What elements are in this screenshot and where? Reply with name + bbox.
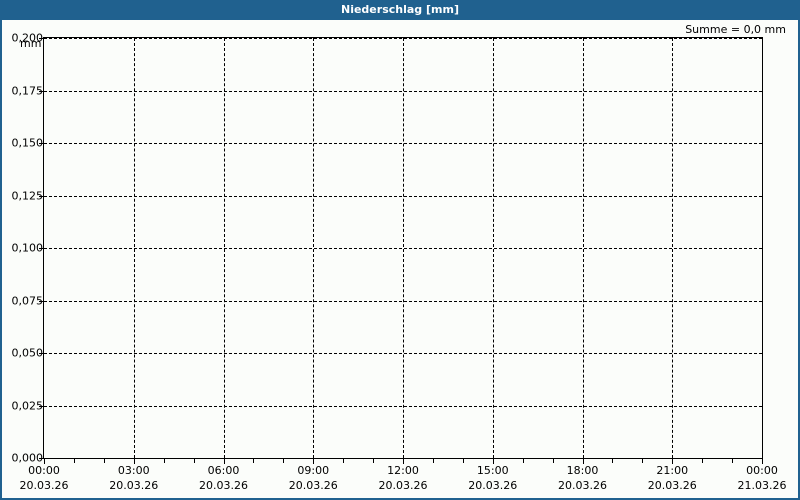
x-axis-tick-time: 18:00 <box>566 464 599 477</box>
x-axis-tick-time: 21:00 <box>656 464 689 477</box>
y-axis-tick-label: 0,175 <box>11 84 44 97</box>
x-axis-tick-date: 20.03.26 <box>199 479 248 492</box>
y-axis-tick-mark <box>39 405 43 407</box>
y-axis-tick-label: 0,075 <box>11 294 44 307</box>
x-axis-tick-date: 20.03.26 <box>288 479 338 492</box>
x-axis-major-tick-mark <box>762 459 763 464</box>
x-axis-minor-tick-mark <box>283 459 285 463</box>
y-axis-tick-label: 0,125 <box>11 189 44 202</box>
x-axis-major-tick-mark <box>672 459 674 464</box>
x-axis-tick-label: 15:00 20.03.26 <box>448 463 538 493</box>
y-axis-tick-mark <box>39 248 43 249</box>
x-axis-tick-time: 03:00 <box>117 464 150 477</box>
x-axis-tick-date: 20.03.26 <box>109 479 159 492</box>
y-axis-tick-mark <box>39 143 43 144</box>
x-axis-tick-date: 20.03.26 <box>378 479 428 492</box>
x-axis-tick-time: 15:00 <box>476 464 509 477</box>
x-axis-minor-tick-mark <box>552 459 554 463</box>
vertical-gridline <box>582 38 584 458</box>
y-axis-tick-label: 0,150 <box>11 136 44 150</box>
vertical-gridline <box>492 38 494 458</box>
x-axis-tick-label: 00:00 21.03.26 <box>717 463 798 493</box>
y-axis-tick-label: 0,200 <box>11 31 44 45</box>
x-axis-minor-tick-mark <box>432 459 434 463</box>
x-axis-minor-tick-mark <box>522 459 524 463</box>
x-axis-tick-label: 21:00 20.03.26 <box>627 463 717 493</box>
x-axis-tick-label: 00:00 20.03.26 <box>2 463 89 493</box>
x-axis-minor-tick-mark <box>193 459 195 463</box>
x-axis-minor-tick-mark <box>373 459 375 463</box>
x-axis-minor-tick-mark <box>253 459 255 463</box>
y-axis-tick-label: 0,050 <box>11 346 44 360</box>
vertical-gridline <box>133 38 135 458</box>
y-axis-tick-marks <box>39 37 43 459</box>
x-axis-tick-date: 20.03.26 <box>558 479 607 492</box>
vertical-gridline <box>403 38 404 458</box>
x-axis-major-tick-mark <box>492 459 494 464</box>
x-axis-tick-date: 20.03.26 <box>647 479 697 492</box>
y-axis-tick-label: 0,100 <box>11 241 44 255</box>
x-axis-minor-tick-mark <box>642 459 644 463</box>
x-axis-minor-tick-mark <box>702 459 704 463</box>
x-axis-tick-time: 00:00 <box>28 464 60 477</box>
y-axis-tick-label: 0,000 <box>11 451 44 465</box>
x-axis-tick-label: 06:00 20.03.26 <box>179 463 269 493</box>
x-axis-major-tick-mark <box>582 459 584 464</box>
x-axis-minor-tick-mark <box>612 459 614 463</box>
summary-annotation: Summe = 0,0 mm <box>685 23 786 36</box>
x-axis-tick-labels: 00:00 20.03.26 03:00 20.03.26 06:00 20.03.26 0… <box>2 463 798 497</box>
x-axis-tick-date: 21.03.26 <box>737 479 787 492</box>
x-axis-minor-tick-mark <box>732 459 734 463</box>
x-axis-tick-time: 06:00 <box>207 464 240 477</box>
y-axis-tick-mark <box>39 353 43 354</box>
y-axis-tick-mark <box>39 458 43 459</box>
x-axis-tick-date: 20.03.26 <box>468 479 518 492</box>
x-axis-tick-time: 09:00 <box>297 464 330 477</box>
vertical-gridline <box>313 38 315 458</box>
x-axis-tick-time: 00:00 <box>746 464 778 477</box>
y-axis-tick-mark <box>39 195 43 197</box>
x-axis-major-tick-mark <box>403 459 404 464</box>
gridlines-layer <box>44 38 762 458</box>
x-axis-tick-time: 12:00 <box>387 464 419 477</box>
y-axis-unit-label: mm <box>20 37 42 50</box>
y-axis-tick-mark <box>39 90 43 92</box>
y-axis-tick-mark <box>39 38 43 39</box>
page-title: Niederschlag [mm] <box>2 0 798 20</box>
x-axis-major-tick-mark <box>133 459 135 464</box>
x-axis-tick-label: 12:00 20.03.26 <box>358 463 448 493</box>
x-axis-minor-tick-mark <box>103 459 105 463</box>
x-axis-tick-marks <box>43 459 764 464</box>
x-axis-minor-tick-mark <box>462 459 464 463</box>
x-axis-major-tick-mark <box>223 459 225 464</box>
x-axis-minor-tick-mark <box>163 459 165 463</box>
x-axis-tick-date: 20.03.26 <box>19 479 69 492</box>
x-axis-minor-tick-mark <box>73 459 75 463</box>
vertical-gridline <box>223 38 225 458</box>
y-axis-tick-labels: 0,200 0,175 0,150 0,125 0,100 0,075 0,050 0,025… <box>2 32 44 465</box>
y-axis-tick-label: 0,025 <box>11 399 44 412</box>
x-axis-tick-label: 03:00 20.03.26 <box>89 463 179 493</box>
y-axis-tick-mark <box>39 300 43 302</box>
x-axis-tick-label: 18:00 20.03.26 <box>538 463 628 493</box>
vertical-gridline <box>672 38 674 458</box>
x-axis-major-tick-mark <box>313 459 315 464</box>
plot-area <box>43 37 763 459</box>
x-axis-tick-label: 09:00 20.03.26 <box>268 463 358 493</box>
x-axis-major-tick-mark <box>44 459 45 464</box>
x-axis-minor-tick-mark <box>343 459 345 463</box>
